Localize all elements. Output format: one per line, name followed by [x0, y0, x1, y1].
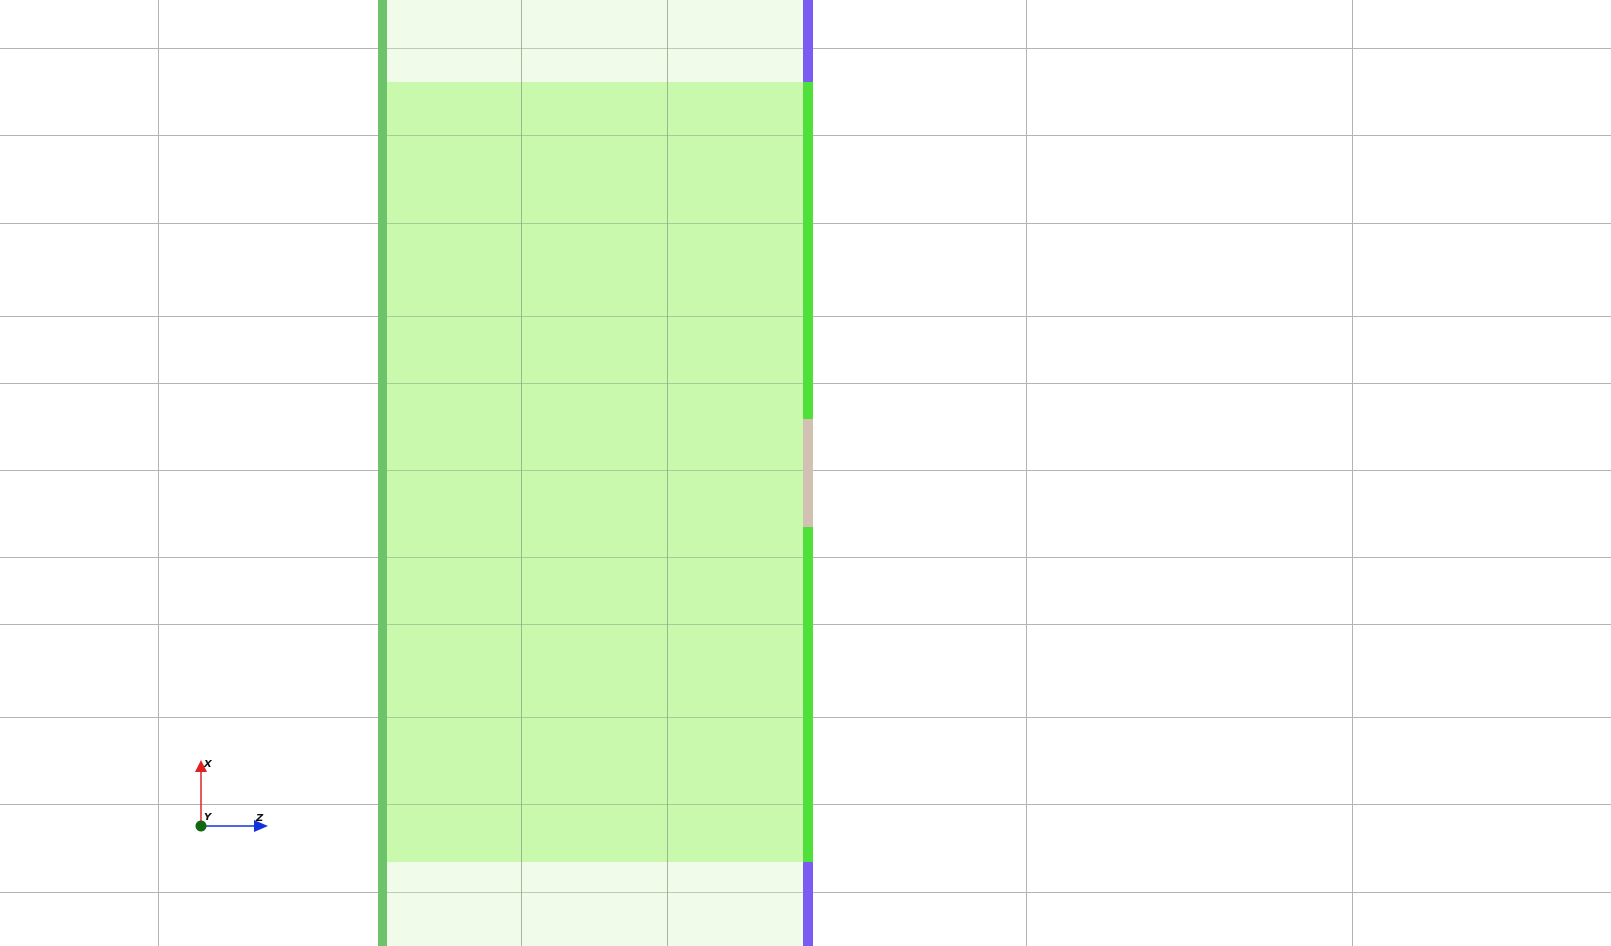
right-edge-segment-green-lower[interactable]	[803, 527, 813, 862]
wall-panel[interactable]	[378, 0, 803, 946]
x-axis-arrowhead-icon	[195, 760, 207, 772]
axis-triad: X Z Y	[195, 759, 268, 832]
right-edge-segment-tan[interactable]	[803, 419, 813, 527]
y-axis-label: Y	[204, 812, 213, 823]
z-axis-arrowhead-icon	[254, 820, 268, 832]
x-axis-label: X	[203, 759, 213, 770]
panel-internal-lines	[378, 0, 803, 946]
right-edge-segment-green-upper[interactable]	[803, 82, 813, 419]
right-edge-segment-purple-top[interactable]	[803, 0, 813, 82]
right-edge-member[interactable]	[803, 0, 813, 946]
left-edge-member[interactable]	[378, 0, 387, 946]
panel-selected-region[interactable]	[378, 82, 803, 862]
z-axis-label: Z	[255, 813, 264, 824]
y-axis-dot-icon	[195, 820, 207, 832]
panel-bottom-faded-region[interactable]	[378, 862, 803, 946]
panel-top-faded-region[interactable]	[378, 0, 803, 82]
right-edge-segment-purple-bottom[interactable]	[803, 862, 813, 946]
